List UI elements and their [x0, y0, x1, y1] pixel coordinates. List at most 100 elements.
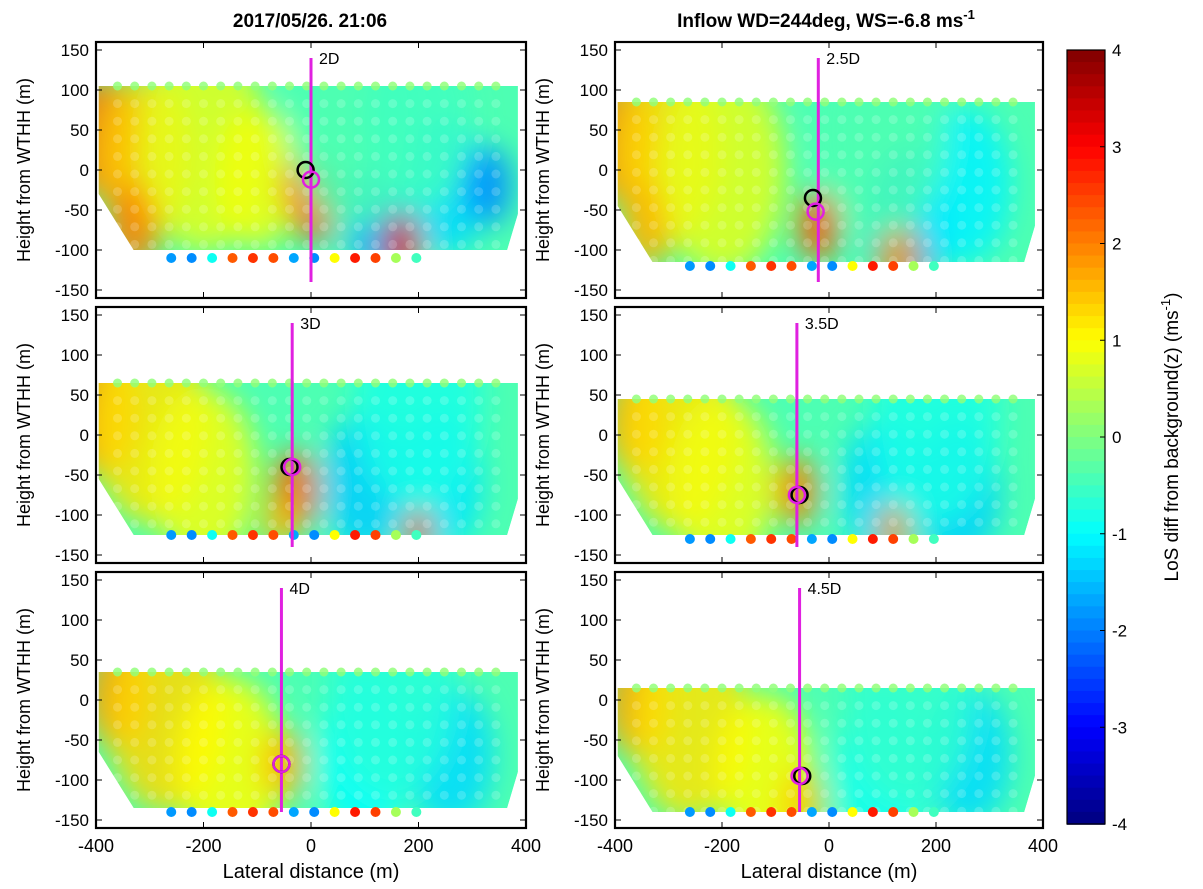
measurement-dot	[854, 500, 864, 510]
measurement-dot	[957, 220, 967, 230]
measurement-dot	[666, 185, 676, 195]
measurement-dot	[405, 413, 415, 423]
measurement-dot	[957, 394, 967, 404]
measurement-dot	[785, 429, 795, 439]
measurement-dot	[649, 482, 659, 492]
measurement-dot	[250, 169, 260, 179]
measurement-dot	[991, 167, 1001, 177]
measurement-dot	[991, 771, 1001, 781]
colorbar-segment	[1067, 715, 1105, 729]
measurement-dot	[1008, 736, 1018, 746]
measurement-dot	[181, 431, 191, 441]
measurement-dot	[1008, 97, 1018, 107]
measurement-dot	[888, 736, 898, 746]
measurement-dot	[854, 203, 864, 213]
measurement-dot	[820, 255, 830, 265]
measurement-dot	[717, 412, 727, 422]
measurement-dot	[991, 464, 1001, 474]
measurement-dot	[113, 501, 122, 511]
measurement-dot	[751, 718, 761, 728]
measurement-dot	[666, 753, 676, 763]
measurement-dot	[371, 737, 380, 747]
measurement-dot	[649, 150, 659, 160]
measurement-dot	[285, 116, 294, 126]
ytick-label: 50	[589, 121, 608, 140]
measurement-dot	[837, 97, 847, 107]
ytick-label: 150	[580, 306, 608, 325]
measurement-dot	[734, 115, 744, 125]
marker-dot	[725, 261, 736, 271]
measurement-dot	[474, 169, 484, 179]
measurement-dot	[717, 701, 727, 711]
measurement-dot	[233, 151, 243, 161]
measurement-dot	[666, 167, 676, 177]
measurement-dot	[388, 484, 398, 494]
colorbar-segment	[1067, 340, 1105, 354]
colorbar-segment	[1067, 231, 1105, 245]
measurement-dot	[319, 396, 329, 406]
measurement-dot	[353, 790, 363, 800]
measurement-dot	[1008, 482, 1018, 492]
measurement-dot	[803, 429, 813, 439]
marker-dot	[390, 253, 401, 263]
ytick-label: -50	[583, 731, 608, 750]
measurement-dot	[113, 431, 122, 441]
measurement-dot	[717, 132, 727, 142]
measurement-dot	[871, 736, 881, 746]
marker-dot	[867, 261, 878, 271]
measurement-dot	[871, 429, 881, 439]
measurement-dot	[683, 736, 693, 746]
measurement-dot	[233, 755, 243, 765]
measurement-dot	[233, 99, 243, 109]
measurement-dot	[336, 116, 346, 126]
measurement-dot	[940, 238, 950, 248]
measurement-dot	[491, 134, 501, 144]
measurement-dot	[113, 169, 122, 179]
measurement-dot	[422, 685, 432, 695]
measurement-dot	[457, 720, 466, 730]
measurement-dot	[785, 115, 795, 125]
measurement-dot	[474, 720, 484, 730]
measurement-dot	[854, 185, 864, 195]
measurement-dot	[837, 517, 847, 527]
marker-dot	[390, 530, 401, 540]
measurement-dot	[734, 150, 744, 160]
field-blobs	[617, 399, 1001, 535]
measurement-dot	[1008, 220, 1018, 230]
ytick-label: -100	[574, 241, 608, 260]
measurement-dot	[302, 134, 312, 144]
measurement-dot	[371, 151, 380, 161]
measurement-dot	[405, 737, 415, 747]
measurement-dot	[734, 412, 744, 422]
measurement-dot	[820, 115, 830, 125]
measurement-dot	[285, 667, 294, 677]
colorbar-segment	[1067, 545, 1105, 559]
measurement-dot	[940, 255, 950, 265]
measurement-dot	[130, 773, 140, 783]
measurement-dot	[250, 413, 260, 423]
measurement-dot	[803, 150, 813, 160]
colorbar-segment	[1067, 437, 1105, 450]
measurement-dot	[439, 519, 449, 529]
colorbar-segment	[1067, 594, 1105, 608]
measurement-dot	[405, 431, 415, 441]
measurement-dot	[734, 132, 744, 142]
measurement-dot	[181, 519, 191, 529]
measurement-dot	[940, 771, 950, 781]
measurement-dot	[371, 134, 380, 144]
measurement-dot	[700, 394, 710, 404]
measurement-dot	[649, 683, 659, 693]
measurement-dot	[353, 134, 363, 144]
measurement-dot	[233, 396, 243, 406]
measurement-dot	[871, 412, 881, 422]
colorbar-segment	[1067, 727, 1105, 741]
colorbar-tick-label: 0	[1112, 428, 1121, 447]
measurement-dot	[336, 685, 346, 695]
colorbar-segment	[1067, 110, 1105, 124]
measurement-dot	[888, 115, 898, 125]
measurement-dot	[974, 167, 984, 177]
measurement-dot	[319, 204, 329, 214]
measurement-dot	[130, 396, 140, 406]
marker-dot	[867, 807, 878, 817]
measurement-dot	[216, 519, 226, 529]
